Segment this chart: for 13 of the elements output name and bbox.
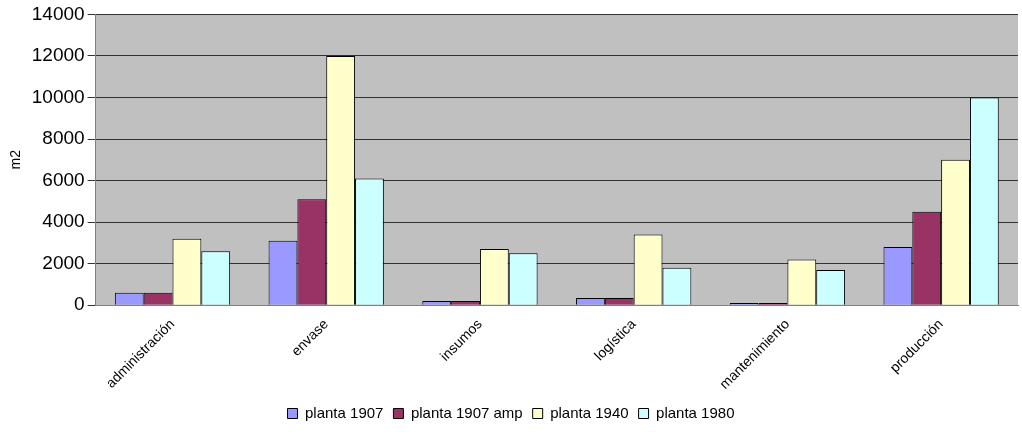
y-tick-label: 6000 xyxy=(42,168,85,190)
legend-label: planta 1907 amp xyxy=(410,403,523,421)
y-tick-label: 10000 xyxy=(31,85,85,107)
y-tick-label: 2000 xyxy=(42,251,85,273)
y-tick-label: 14000 xyxy=(31,2,85,24)
legend-label: planta 1940 xyxy=(550,403,629,421)
y-tick-label: 8000 xyxy=(42,127,85,149)
legend-label: planta 1907 xyxy=(305,403,384,421)
y-tick-label: 4000 xyxy=(42,210,85,232)
legend-label: planta 1980 xyxy=(656,403,735,421)
y-axis-title: m2 xyxy=(7,149,24,170)
y-tick-label: 12000 xyxy=(31,44,85,66)
y-tick-label: 0 xyxy=(74,293,85,315)
